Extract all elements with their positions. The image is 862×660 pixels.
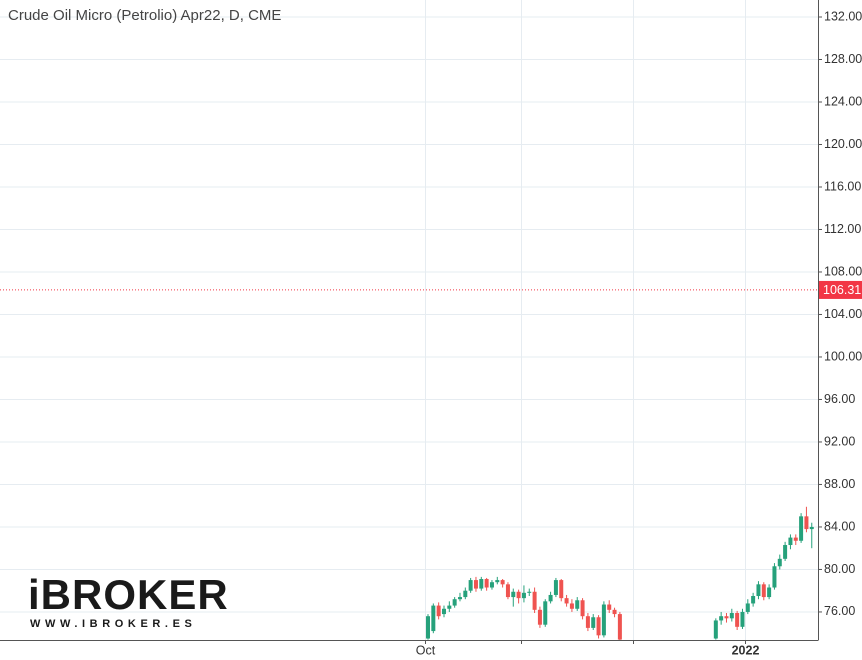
candle-body <box>777 558 782 567</box>
candle-body <box>532 591 537 610</box>
y-tick-label: 128.00 <box>824 52 862 66</box>
candle-body <box>719 616 724 621</box>
candle-body <box>799 516 804 541</box>
candle-body <box>585 616 590 628</box>
candle-body <box>596 617 601 636</box>
y-tick-label: 96.00 <box>824 392 855 406</box>
y-tick-label: 132.00 <box>824 9 862 23</box>
y-tick-label: 100.00 <box>824 349 862 363</box>
candle-body <box>580 600 585 617</box>
y-tick-label: 88.00 <box>824 477 855 491</box>
candle-body <box>489 582 494 588</box>
candle-body <box>740 611 745 627</box>
y-tick-label: 80.00 <box>824 562 855 576</box>
candle-body <box>751 596 756 604</box>
candle-body <box>511 591 516 598</box>
candle-body <box>761 584 766 598</box>
candle-body <box>767 587 772 598</box>
candle-body <box>612 609 617 615</box>
candle-body <box>505 584 510 598</box>
candle-body <box>543 601 548 625</box>
candle-body <box>516 591 521 599</box>
candle-body <box>495 580 500 583</box>
candle-body <box>553 580 558 595</box>
candle-body <box>788 537 793 546</box>
candle-body <box>463 590 468 598</box>
candle-body <box>793 537 798 541</box>
candle-body <box>724 616 729 619</box>
candle-body <box>601 604 606 636</box>
candle-body <box>591 617 596 628</box>
candle-body <box>809 526 814 530</box>
candle-body <box>548 594 553 602</box>
candle-body <box>436 605 441 617</box>
candle-body <box>713 620 718 639</box>
candle-body <box>527 591 532 593</box>
candle-body <box>729 613 734 619</box>
candle-body <box>468 580 473 591</box>
x-tick-label: Oct <box>416 643 436 657</box>
logo: iBROKER <box>28 571 229 618</box>
y-tick-label: 76.00 <box>824 604 855 618</box>
candle-body <box>457 597 462 600</box>
candle-body <box>564 598 569 604</box>
candle-body <box>431 605 436 632</box>
candle-body <box>479 579 484 589</box>
x-tick-label: 2022 <box>732 643 760 657</box>
candle-body <box>484 579 489 588</box>
candle-body <box>473 580 478 589</box>
candle-body <box>569 603 574 609</box>
candle-body <box>537 609 542 625</box>
candle-body <box>607 604 612 610</box>
candle-body <box>735 613 740 627</box>
candle-body <box>447 605 452 609</box>
candle-body <box>617 614 622 640</box>
y-tick-label: 120.00 <box>824 137 862 151</box>
candle-body <box>426 616 430 639</box>
candle-body <box>756 584 761 597</box>
y-tick-label: 112.00 <box>824 222 861 236</box>
candle-body <box>783 545 788 559</box>
candle-body <box>452 599 457 606</box>
candle-body <box>559 580 564 599</box>
candle-body <box>575 600 580 609</box>
candle-body <box>441 608 446 615</box>
candle-body <box>521 592 526 599</box>
last-price-label: 106.31 <box>823 283 861 297</box>
candle-body <box>804 516 809 530</box>
last-price-box <box>819 280 862 299</box>
candle-body <box>772 566 777 588</box>
candle-body <box>745 603 750 612</box>
y-tick-label: 108.00 <box>824 264 862 278</box>
candle-body <box>500 580 505 585</box>
y-tick-label: 84.00 <box>824 519 855 533</box>
chart-title: Crude Oil Micro (Petrolio) Apr22, D, CME <box>8 7 281 24</box>
y-tick-label: 124.00 <box>824 94 862 108</box>
y-tick-label: 104.00 <box>824 307 862 321</box>
y-tick-label: 116.00 <box>824 179 861 193</box>
logo-url: WWW.IBROKER.ES <box>30 618 196 630</box>
y-tick-label: 92.00 <box>824 434 855 448</box>
